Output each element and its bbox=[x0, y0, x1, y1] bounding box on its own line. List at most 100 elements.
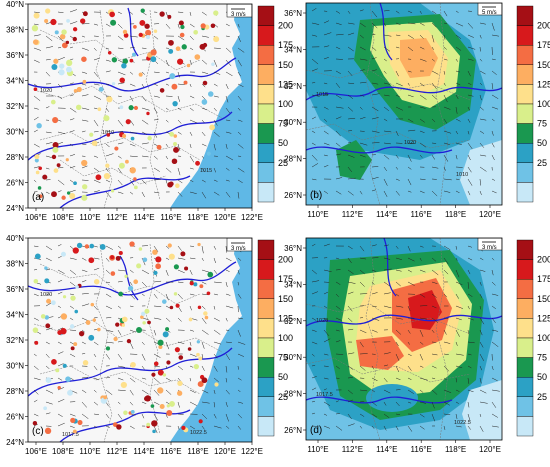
lat-tick-label: 24°N bbox=[6, 204, 24, 213]
station-marker bbox=[82, 11, 88, 17]
wind-vector bbox=[117, 35, 124, 41]
wind-vector bbox=[45, 191, 50, 194]
wind-vector bbox=[237, 257, 242, 261]
wind-vector bbox=[225, 389, 230, 395]
wind-vector bbox=[57, 351, 64, 355]
wind-vector bbox=[347, 142, 352, 144]
wind-vector bbox=[237, 155, 242, 157]
colorbar-swatch bbox=[257, 84, 275, 105]
wind-vector bbox=[117, 377, 124, 381]
colorbar-swatch bbox=[516, 25, 534, 46]
wind-vector bbox=[407, 142, 416, 145]
wind-vector bbox=[117, 82, 125, 85]
wind-vector bbox=[419, 257, 422, 261]
station-marker bbox=[82, 184, 88, 190]
wind-vector bbox=[201, 107, 208, 111]
wind-vector bbox=[323, 305, 328, 309]
wind-vector bbox=[323, 269, 332, 272]
station-marker bbox=[202, 80, 208, 86]
wind-vector bbox=[153, 305, 162, 307]
wind-vector bbox=[153, 425, 158, 434]
wind-vector bbox=[105, 389, 113, 395]
wind-vector bbox=[395, 305, 404, 308]
wind-vector bbox=[323, 82, 328, 85]
wind-vector bbox=[129, 71, 134, 75]
wind-vector bbox=[189, 167, 194, 170]
wind-vector bbox=[141, 131, 148, 135]
station-marker bbox=[44, 266, 48, 270]
wind-vector bbox=[189, 191, 197, 194]
wind-vector bbox=[491, 425, 499, 428]
wind-vector bbox=[225, 401, 228, 407]
wind-vector bbox=[407, 118, 414, 123]
wind-vector bbox=[479, 353, 485, 362]
wind-vector bbox=[213, 257, 216, 264]
wind-vector bbox=[395, 46, 400, 49]
wind-vector bbox=[177, 179, 183, 184]
wind-vector bbox=[105, 317, 112, 319]
station-marker bbox=[76, 242, 83, 249]
wind-vector bbox=[69, 281, 76, 287]
station-marker bbox=[54, 30, 59, 35]
wind-vector bbox=[33, 424, 38, 427]
wind-vector bbox=[141, 155, 149, 158]
wind-vector bbox=[93, 377, 99, 381]
wind-vector bbox=[69, 425, 75, 428]
wind-vector bbox=[335, 70, 341, 74]
panel-a-vector-ref-label: 3 m/s bbox=[231, 12, 246, 18]
station-marker bbox=[178, 20, 184, 26]
wind-vector bbox=[141, 341, 145, 345]
lat-tick-label: 38°N bbox=[6, 260, 24, 269]
station-marker bbox=[122, 29, 128, 35]
wind-vector bbox=[407, 365, 412, 371]
wind-vector bbox=[455, 401, 459, 404]
wind-vector bbox=[33, 353, 37, 357]
station-marker bbox=[168, 39, 174, 46]
wind-vector bbox=[467, 413, 471, 422]
wind-vector bbox=[491, 269, 494, 276]
lat-tick-label: 36°N bbox=[6, 285, 24, 294]
wind-vector bbox=[395, 178, 400, 181]
wind-vector bbox=[371, 189, 376, 192]
wind-vector bbox=[455, 269, 460, 278]
wind-vector bbox=[311, 412, 316, 415]
wind-vector bbox=[225, 131, 232, 134]
colorbar-label: 175 bbox=[278, 274, 293, 284]
wind-vector bbox=[479, 94, 482, 101]
wind-vector bbox=[81, 303, 90, 307]
wind-vector bbox=[213, 245, 217, 250]
station-marker bbox=[119, 77, 125, 83]
wind-vector bbox=[45, 155, 52, 158]
wind-vector bbox=[237, 329, 241, 337]
wind-vector bbox=[117, 340, 123, 343]
wind-vector bbox=[407, 94, 414, 98]
wind-vector bbox=[129, 143, 136, 147]
station-marker bbox=[82, 79, 87, 84]
wind-vector bbox=[93, 167, 100, 172]
station-marker bbox=[65, 376, 71, 382]
wind-vector bbox=[141, 47, 147, 49]
panel-c-isobar-label-2: 1017.5 bbox=[62, 432, 79, 438]
wind-vector bbox=[33, 107, 39, 110]
wind-vector bbox=[69, 413, 76, 417]
wind-vector bbox=[57, 341, 62, 345]
wind-vector bbox=[81, 329, 85, 333]
wind-vector bbox=[45, 106, 50, 109]
station-marker bbox=[60, 313, 68, 320]
wind-vector bbox=[213, 167, 217, 173]
wind-vector bbox=[395, 70, 399, 77]
colorbar-label: 175 bbox=[278, 40, 293, 50]
wind-vector bbox=[323, 118, 328, 122]
wind-vector bbox=[177, 83, 185, 86]
wind-vector bbox=[347, 117, 356, 120]
wind-vector bbox=[69, 293, 74, 295]
wind-vector bbox=[189, 257, 196, 260]
wind-vector bbox=[33, 365, 39, 370]
station-marker bbox=[76, 86, 82, 93]
wind-vector bbox=[213, 179, 218, 182]
wind-vector bbox=[491, 82, 494, 90]
wind-vector bbox=[383, 142, 391, 145]
colorbar-swatch bbox=[516, 64, 534, 85]
wind-vector bbox=[335, 82, 341, 88]
wind-vector bbox=[491, 365, 494, 371]
